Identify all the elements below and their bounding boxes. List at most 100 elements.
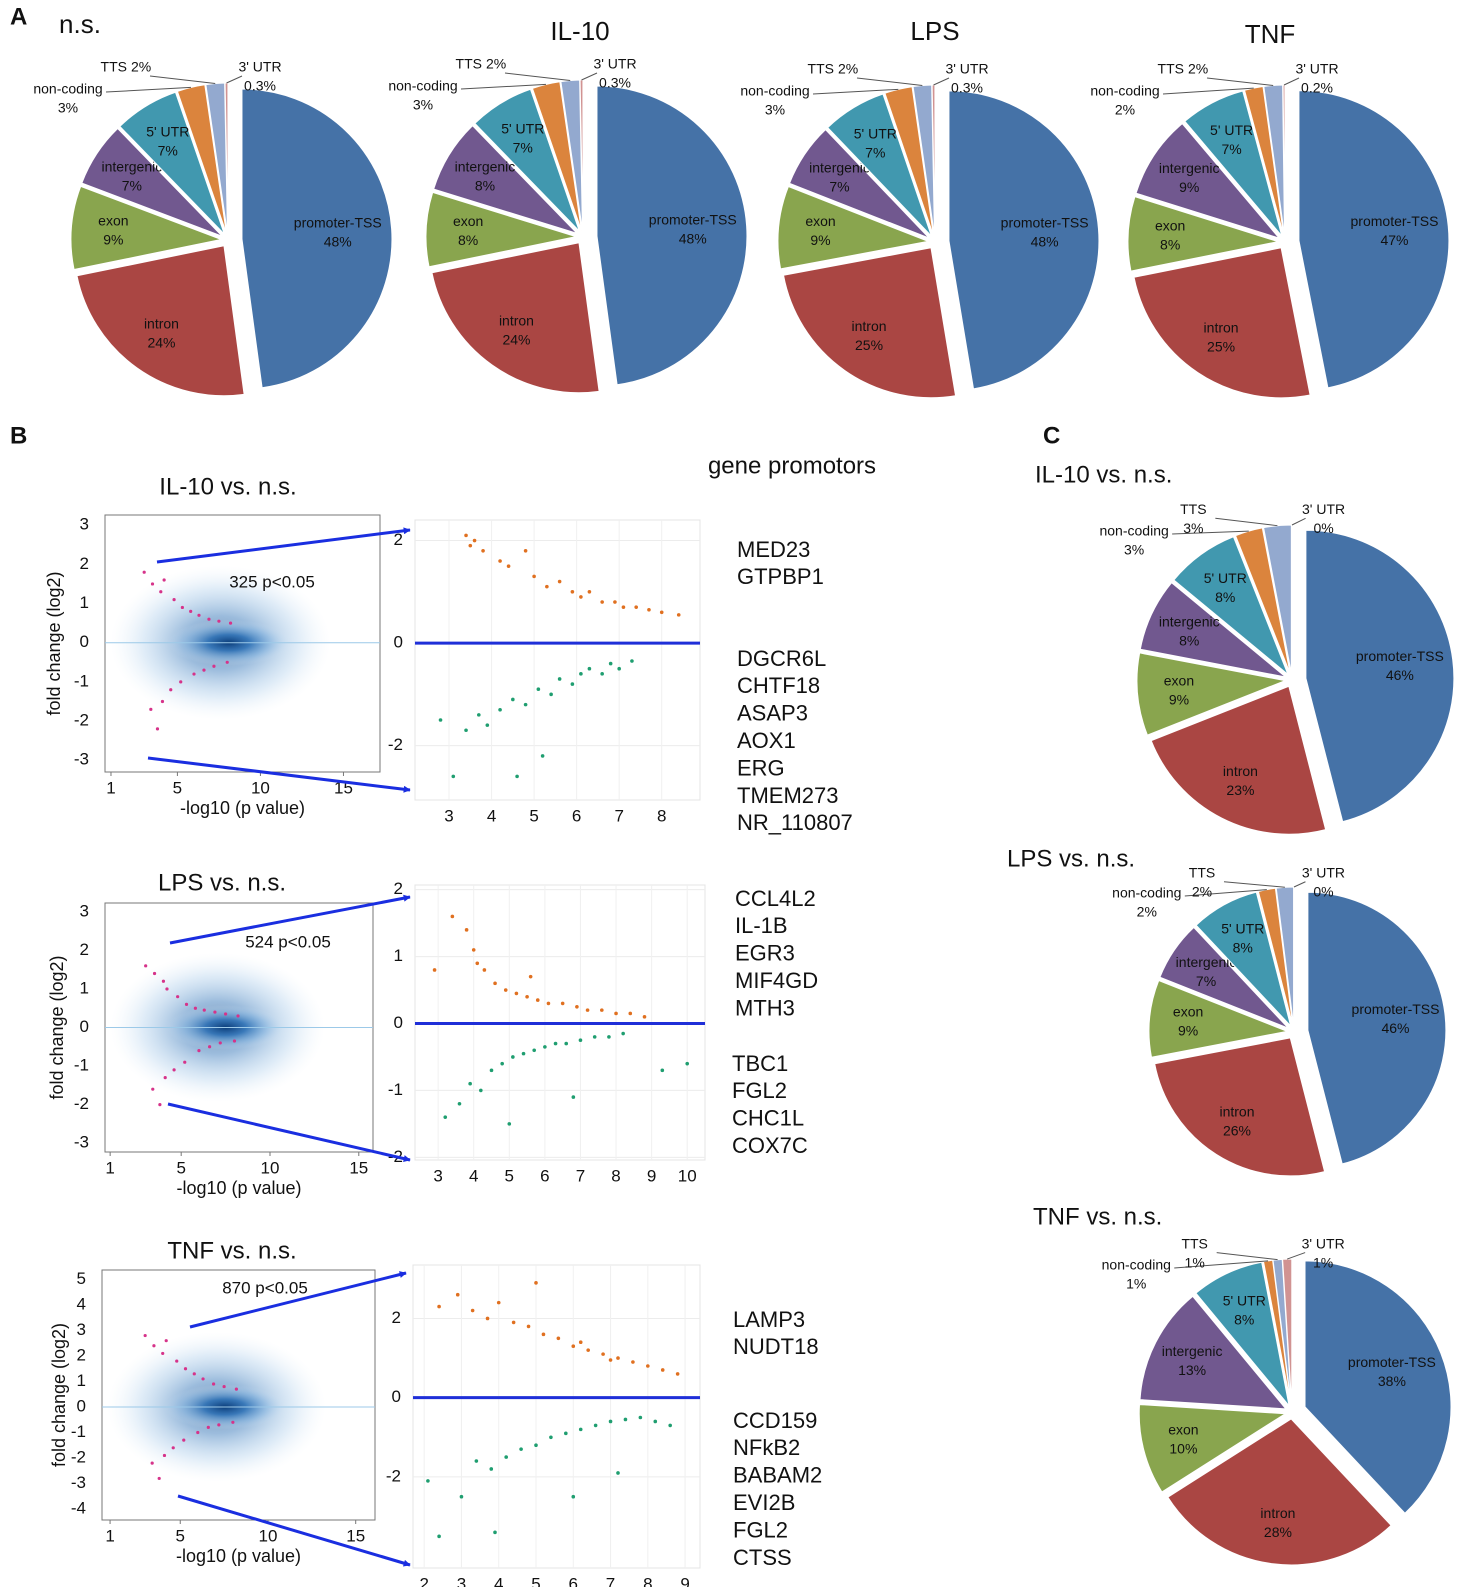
data-point bbox=[222, 1384, 226, 1389]
slice-value: 7% bbox=[829, 179, 849, 195]
y-axis-label: fold change (log2) bbox=[44, 571, 64, 715]
data-point bbox=[571, 1494, 576, 1499]
data-point bbox=[206, 1425, 210, 1429]
heading: gene promotors bbox=[708, 452, 876, 479]
data-point bbox=[468, 543, 473, 548]
pie-slice bbox=[1136, 652, 1287, 736]
data-point bbox=[592, 1035, 597, 1039]
x-tick-label: 5 bbox=[173, 778, 182, 797]
pie-slice bbox=[1298, 90, 1450, 389]
slice-label: intron bbox=[144, 315, 179, 331]
x-tick-label: 10 bbox=[259, 1526, 278, 1545]
slice-value: 24% bbox=[502, 331, 530, 347]
pie-slice bbox=[1184, 90, 1283, 237]
slice-value: 9% bbox=[103, 232, 123, 248]
data-point bbox=[151, 1087, 155, 1091]
plot-area bbox=[412, 1264, 701, 1569]
data-point bbox=[426, 1479, 430, 1483]
data-point bbox=[578, 1340, 583, 1345]
y-tick-label: -1 bbox=[388, 1080, 403, 1099]
slice-value: 48% bbox=[679, 230, 707, 246]
gene-name: LAMP3 bbox=[733, 1307, 805, 1332]
slice-label: non-coding bbox=[388, 78, 457, 94]
slice-label: 5' UTR bbox=[854, 125, 897, 141]
slice-label: intergenic bbox=[102, 159, 163, 175]
gene-name: EGR3 bbox=[735, 941, 795, 966]
slice-label: 5' UTR bbox=[501, 121, 544, 137]
data-point bbox=[159, 590, 163, 594]
chart-title: IL-10 bbox=[550, 16, 609, 46]
data-point bbox=[601, 1352, 605, 1356]
slice-label: TTS bbox=[1158, 61, 1184, 77]
x-tick-label: 1 bbox=[105, 1526, 114, 1545]
x-tick-label: 5 bbox=[529, 806, 538, 825]
slice-label: intergenic bbox=[455, 159, 516, 175]
data-point bbox=[481, 548, 485, 553]
slice-label: promoter-TSS bbox=[1348, 1354, 1436, 1370]
y-tick-label: 2 bbox=[80, 940, 89, 959]
leader-line bbox=[460, 83, 547, 90]
data-point bbox=[202, 1008, 206, 1012]
leader-line bbox=[1216, 1252, 1278, 1261]
slice-value: 24% bbox=[147, 334, 175, 350]
gene-name: AOX1 bbox=[737, 728, 796, 753]
slice-label: 3' UTR bbox=[593, 56, 636, 72]
y-tick-label: 0 bbox=[77, 1396, 86, 1415]
gene-name: CCD159 bbox=[733, 1408, 817, 1433]
pie-slice bbox=[782, 247, 957, 399]
slice-value: 0% bbox=[1313, 520, 1333, 536]
x-tick-label: 10 bbox=[251, 778, 270, 797]
data-point bbox=[578, 1427, 583, 1432]
y-tick-label: 0 bbox=[394, 1013, 403, 1032]
slice-value: 13% bbox=[1178, 1362, 1206, 1378]
data-point bbox=[616, 1471, 620, 1475]
x-tick-label: 15 bbox=[346, 1526, 365, 1545]
data-point bbox=[152, 1344, 156, 1348]
gene-name: FGL2 bbox=[732, 1078, 787, 1103]
x-tick-label: 7 bbox=[576, 1166, 585, 1185]
data-point bbox=[571, 1095, 576, 1099]
data-point bbox=[142, 570, 146, 574]
slice-label: non-coding bbox=[1090, 83, 1159, 99]
y-tick-label: -2 bbox=[74, 1094, 89, 1113]
data-point bbox=[570, 589, 575, 594]
slice-value: 47% bbox=[1380, 232, 1408, 248]
data-point bbox=[634, 605, 638, 609]
y-tick-label: 0 bbox=[392, 1387, 401, 1406]
data-point bbox=[165, 987, 169, 991]
slice-label: promoter-TSS bbox=[649, 211, 737, 227]
data-point bbox=[525, 994, 529, 999]
slice-value: 48% bbox=[1031, 234, 1059, 250]
gene-name: TMEM273 bbox=[737, 783, 838, 808]
data-point bbox=[600, 672, 604, 676]
leader-line bbox=[1172, 530, 1249, 535]
slice-value: 8% bbox=[458, 232, 478, 248]
chart-title: LPS bbox=[910, 16, 959, 46]
data-point bbox=[500, 1061, 504, 1066]
data-point bbox=[515, 774, 519, 779]
data-point bbox=[608, 1358, 613, 1362]
data-point bbox=[628, 1011, 633, 1016]
data-point bbox=[225, 660, 229, 664]
data-point bbox=[564, 1431, 568, 1436]
data-point bbox=[523, 548, 528, 553]
y-tick-label: -1 bbox=[71, 1422, 86, 1441]
slice-value: 46% bbox=[1386, 667, 1414, 683]
x-tick-label: 7 bbox=[614, 806, 623, 825]
data-point bbox=[623, 1417, 628, 1422]
data-point bbox=[202, 668, 206, 672]
pie-slice bbox=[431, 242, 600, 394]
data-point bbox=[617, 666, 621, 671]
pie-slice bbox=[596, 85, 748, 386]
data-point bbox=[197, 1049, 201, 1053]
x-tick-label: 8 bbox=[657, 806, 666, 825]
slice-label: 5' UTR bbox=[1210, 122, 1253, 138]
slice-value: 7% bbox=[865, 144, 885, 160]
slice-label: promoter-TSS bbox=[1352, 1001, 1440, 1017]
x-tick-label: 2 bbox=[419, 1574, 428, 1587]
leader-line bbox=[1223, 881, 1285, 888]
slice-value: 9% bbox=[1178, 1023, 1198, 1039]
data-point bbox=[514, 991, 519, 996]
slice-label: TTS bbox=[456, 56, 482, 72]
